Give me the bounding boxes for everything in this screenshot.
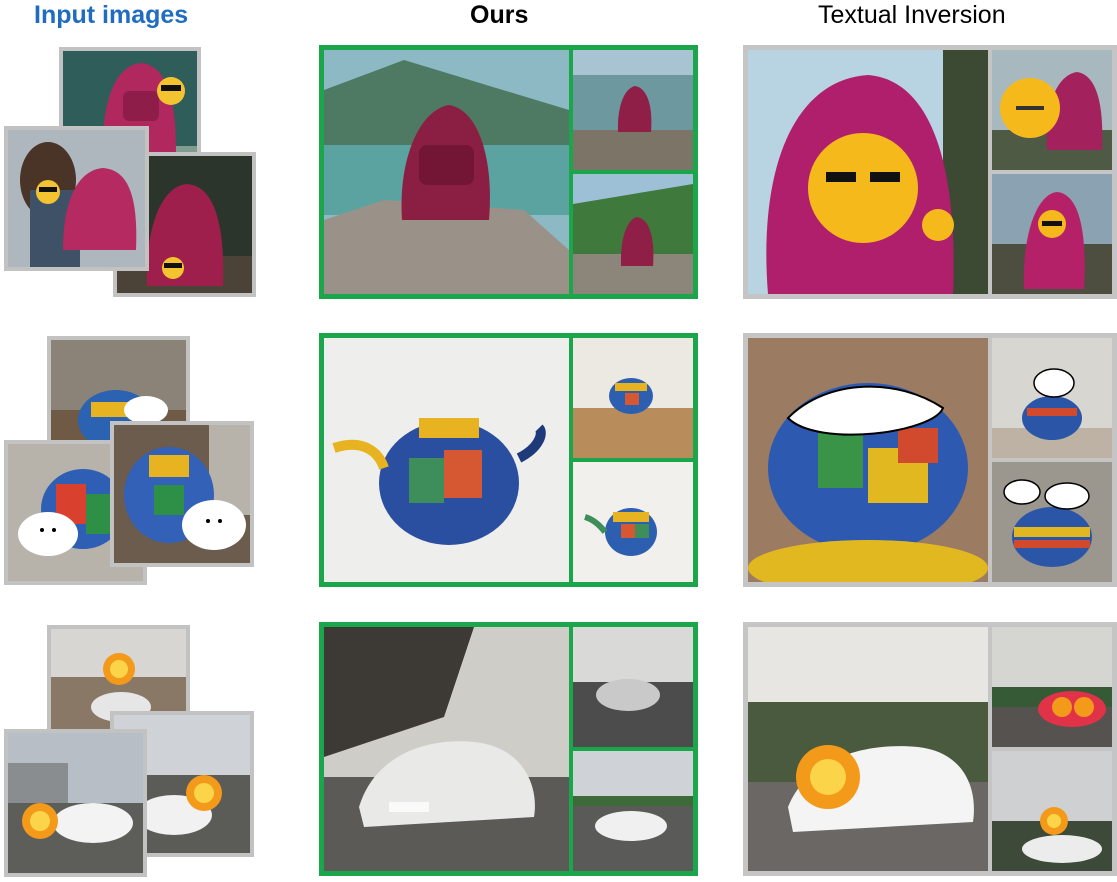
- input-backpack-photo-2: [4, 126, 149, 271]
- ti-teapot-grid: [743, 333, 1117, 587]
- input-car-photo-2: [4, 729, 147, 877]
- ours-teapot-main-image: [324, 338, 569, 582]
- ti-backpack-main-image: [748, 50, 988, 294]
- ours-car-side-image-2: [573, 751, 693, 871]
- ours-car-side-image-1: [573, 627, 693, 747]
- ours-teapot-side-image-1: [573, 338, 693, 458]
- textual-inversion-header: Textual Inversion: [818, 1, 1006, 29]
- ti-backpack-side-image-1: [992, 50, 1112, 170]
- ti-car-side-image-1: [992, 627, 1112, 747]
- ours-header: Ours: [470, 1, 529, 29]
- ti-car-grid: [743, 622, 1117, 876]
- ours-backpack-side-image-1: [573, 50, 693, 170]
- ours-teapot-grid: [319, 333, 698, 587]
- ti-car-main-image: [748, 627, 988, 871]
- ours-car-main-image: [324, 627, 569, 871]
- ours-backpack-grid: [319, 45, 698, 299]
- ours-backpack-main-image: [324, 50, 569, 294]
- input-teapot-photo-3: [110, 421, 254, 567]
- ti-backpack-grid: [743, 45, 1117, 299]
- ti-teapot-side-image-1: [992, 338, 1112, 458]
- ours-teapot-side-image-2: [573, 462, 693, 582]
- ours-car-grid: [319, 622, 698, 876]
- input-images-header: Input images: [34, 1, 189, 29]
- ti-teapot-main-image: [748, 338, 988, 582]
- ti-backpack-side-image-2: [992, 174, 1112, 294]
- ti-teapot-side-image-2: [992, 462, 1112, 582]
- ti-car-side-image-2: [992, 751, 1112, 871]
- ours-backpack-side-image-2: [573, 174, 693, 294]
